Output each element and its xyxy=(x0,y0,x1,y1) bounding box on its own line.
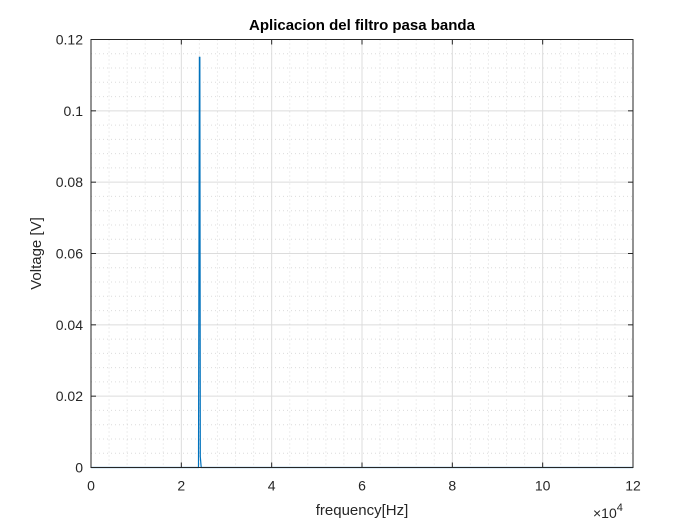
x-tick-label: 4 xyxy=(268,478,276,494)
ticks xyxy=(90,39,634,468)
y-tick-label: 0 xyxy=(75,460,83,476)
x-tick-label: 8 xyxy=(448,478,456,494)
x-tick-label: 10 xyxy=(535,478,551,494)
y-tick-label: 0.08 xyxy=(56,174,83,190)
y-tick-label: 0.06 xyxy=(56,246,83,262)
x-axis-label: frequency[Hz] xyxy=(316,502,409,519)
y-tick-label: 0.04 xyxy=(56,317,83,333)
x-exponent-base: ×10 xyxy=(593,505,617,521)
y-tick-label: 0.1 xyxy=(64,103,84,119)
x-tick-labels: 0 2 4 6 8 10 12 xyxy=(87,478,641,494)
x-tick-label: 0 xyxy=(87,478,95,494)
x-tick-label: 12 xyxy=(625,478,641,494)
y-tick-labels: 0 0.02 0.04 0.06 0.08 0.1 0.12 xyxy=(56,32,83,476)
y-tick-label: 0.12 xyxy=(56,32,83,48)
x-tick-label: 6 xyxy=(358,478,366,494)
x-exponent-power: 4 xyxy=(617,502,623,514)
x-tick-label: 2 xyxy=(177,478,185,494)
x-exponent-label: ×104 xyxy=(593,502,623,521)
y-tick-label: 0.02 xyxy=(56,388,83,404)
y-axis-label: Voltage [V] xyxy=(28,217,45,290)
chart-title: Aplicacion del filtro pasa banda xyxy=(249,17,476,34)
